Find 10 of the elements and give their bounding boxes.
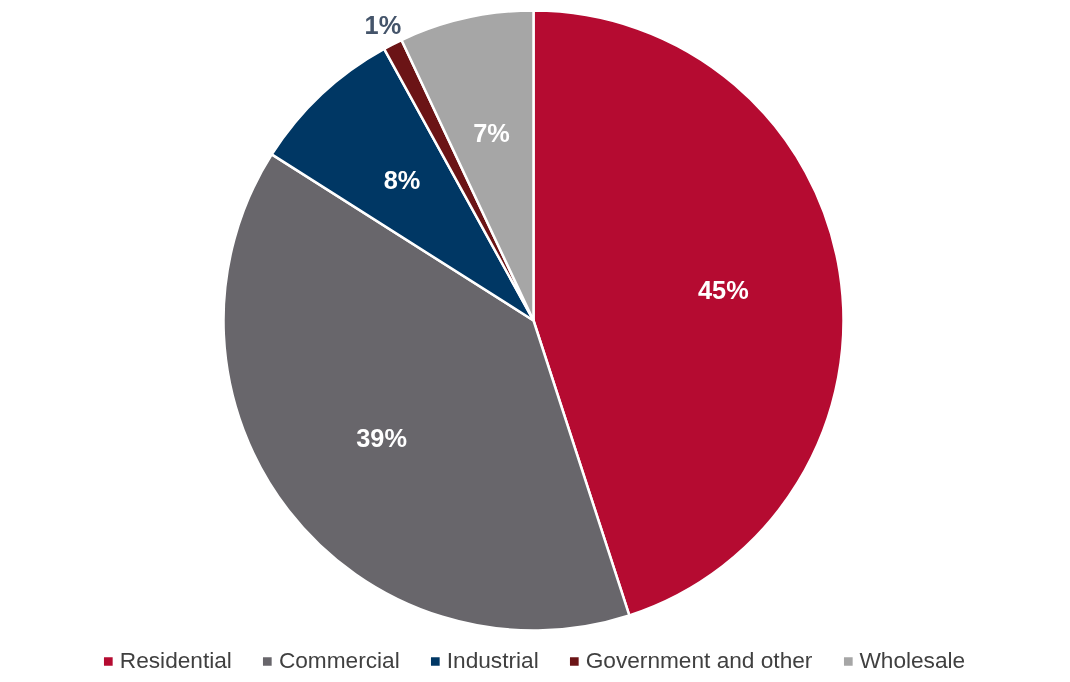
legend-label: Commercial: [278, 647, 400, 674]
data-label: 45%: [697, 276, 749, 305]
data-label: 8%: [383, 166, 421, 195]
legend-label: Residential: [119, 647, 232, 674]
data-label: 1%: [364, 10, 402, 39]
data-label: 7%: [473, 118, 510, 147]
legend-label: Industrial: [446, 647, 539, 674]
data-label: 39%: [356, 424, 407, 453]
legend-label: Wholesale: [859, 647, 966, 674]
legend-label: Government and other: [585, 647, 813, 674]
